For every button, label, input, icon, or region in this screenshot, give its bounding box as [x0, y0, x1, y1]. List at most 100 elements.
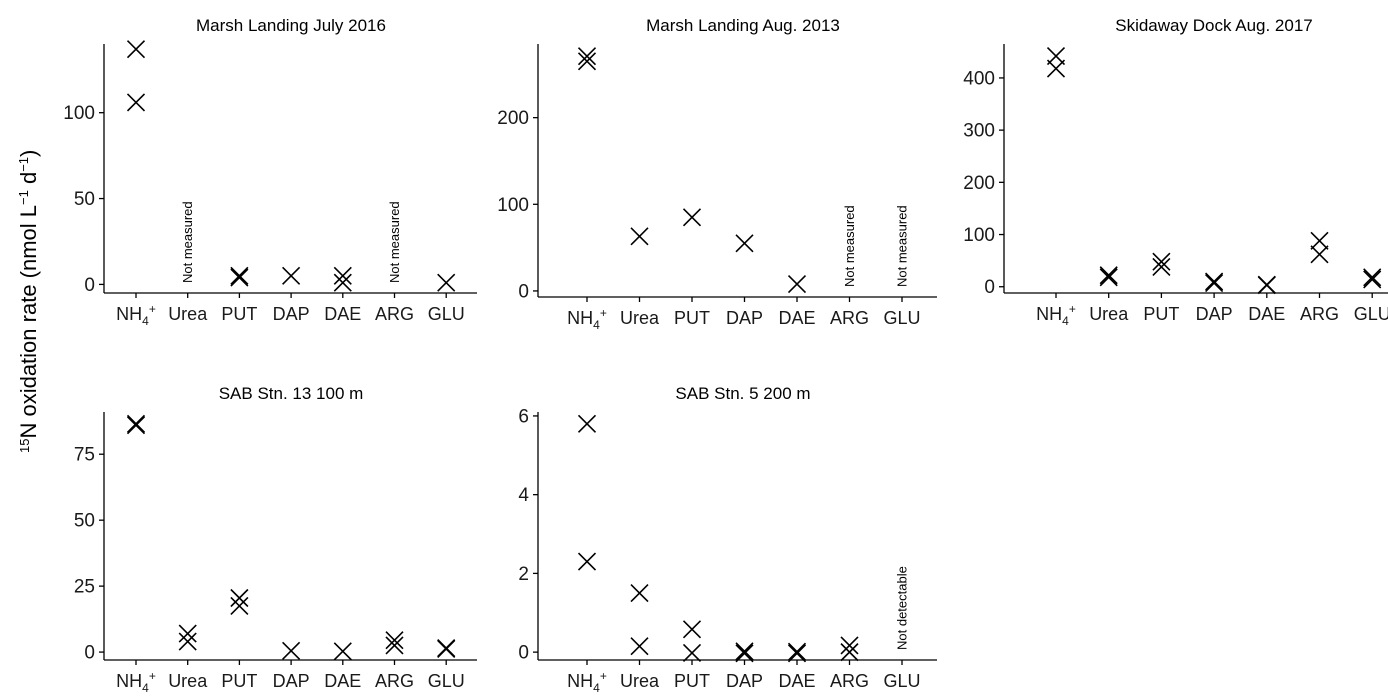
data-point [630, 637, 649, 656]
data-point [735, 234, 754, 253]
x-tick-label: DAP [1196, 304, 1233, 324]
x-tick-label: GLU [428, 671, 465, 691]
panel-2: Marsh Landing Aug. 2013 0 100 200 NH4+ Urea PU… [497, 16, 937, 332]
data-point [178, 624, 197, 643]
data-point [577, 552, 597, 571]
data-point [385, 636, 404, 655]
data-point [1152, 252, 1171, 271]
data-point [126, 40, 146, 59]
data-point [230, 596, 249, 615]
x-tick-label: NH4+ [116, 302, 156, 328]
y-tick-label: 300 [963, 121, 995, 142]
y-tick-label: 100 [497, 195, 529, 216]
panel-title: Marsh Landing July 2016 [196, 16, 386, 35]
data-point [437, 639, 456, 658]
y-tick-label: 4 [518, 485, 529, 506]
panel-title: Marsh Landing Aug. 2013 [646, 16, 840, 35]
x-tick-label: DAE [324, 671, 361, 691]
x-tick-label: PUT [674, 308, 710, 328]
x-tick-label: Urea [168, 304, 208, 324]
data-point [1046, 46, 1066, 66]
x-tick-label: DAP [273, 304, 310, 324]
y-tick-label: 400 [963, 68, 995, 89]
x-tick-label: ARG [375, 304, 414, 324]
data-point [577, 414, 597, 433]
data-point [1099, 266, 1118, 285]
x-tick-label: PUT [221, 304, 257, 324]
y-tick-label: 0 [518, 281, 529, 302]
data-point [178, 632, 197, 651]
y-tick-label: 2 [518, 564, 529, 585]
data-point [682, 643, 702, 662]
x-tick-label: GLU [883, 308, 920, 328]
x-tick-label: NH4+ [1036, 302, 1076, 328]
y-tick-label: 200 [963, 173, 995, 194]
x-tick-label: ARG [375, 671, 414, 691]
data-point [1310, 245, 1329, 264]
data-point [630, 227, 649, 246]
data-point [1310, 231, 1329, 250]
data-point [787, 274, 807, 294]
x-tick-label: Urea [620, 308, 660, 328]
data-point [682, 620, 702, 639]
data-point [1046, 59, 1066, 78]
data-point [1205, 274, 1224, 293]
x-tick-label: DAE [778, 671, 815, 691]
x-tick-label: NH4+ [116, 669, 156, 695]
data-point [1363, 270, 1382, 289]
annotation-label: Not measured [387, 201, 402, 283]
data-point [333, 642, 352, 661]
y-tick-label: 50 [74, 511, 95, 532]
data-point [230, 268, 249, 287]
data-point [126, 93, 146, 112]
y-tick-label: 100 [63, 103, 95, 124]
data-point [437, 273, 456, 292]
x-tick-label: Urea [168, 671, 208, 691]
x-tick-label: DAE [778, 308, 815, 328]
data-point [126, 414, 146, 433]
data-point [787, 644, 807, 663]
data-point [735, 642, 754, 661]
data-point [630, 584, 649, 603]
y-tick-label: 25 [74, 577, 95, 598]
data-point [126, 416, 146, 435]
x-tick-label: DAE [1248, 304, 1285, 324]
x-tick-label: GLU [883, 671, 920, 691]
annotation-label: Not detectable [895, 566, 910, 650]
data-point [282, 266, 301, 285]
data-point [1152, 257, 1171, 276]
y-tick-label: 50 [74, 189, 95, 210]
data-point [282, 641, 301, 660]
panel-title: SAB Stn. 13 100 m [219, 384, 364, 403]
panel-3: Skidaway Dock Aug. 2017 0 100 200 300 400 NH4+… [963, 16, 1388, 328]
y-tick-label: 100 [963, 225, 995, 246]
data-point [1257, 276, 1276, 295]
data-point [1363, 268, 1382, 287]
panel-4: SAB Stn. 13 100 m 0 25 50 75 NH4+ Urea PUT DAP DA… [74, 384, 477, 695]
x-tick-label: PUT [221, 671, 257, 691]
data-point [735, 644, 754, 663]
x-tick-label: DAE [324, 304, 361, 324]
annotation-label: Not measured [180, 201, 195, 283]
data-point [230, 588, 249, 608]
data-point [333, 266, 352, 285]
data-point [787, 642, 807, 661]
x-tick-label: NH4+ [567, 306, 607, 332]
data-point [1205, 272, 1224, 291]
x-tick-label: GLU [1354, 304, 1388, 324]
y-tick-label: 6 [518, 406, 529, 427]
x-tick-label: NH4+ [567, 669, 607, 695]
x-tick-label: DAP [273, 671, 310, 691]
x-tick-label: ARG [830, 308, 869, 328]
data-point [333, 273, 352, 292]
x-tick-label: Urea [620, 671, 660, 691]
data-point [1099, 268, 1118, 287]
panel-title: SAB Stn. 5 200 m [675, 384, 810, 403]
y-tick-label: 0 [84, 643, 95, 664]
y-tick-label: 0 [984, 277, 995, 298]
x-tick-label: DAP [726, 308, 763, 328]
data-point [682, 208, 702, 227]
panel-5: SAB Stn. 5 200 m 0 2 4 6 NH4+ Urea PUT DAP DAE ARG… [518, 384, 937, 695]
panel-1: Marsh Landing July 2016 0 50 100 NH4+ Urea PUT… [63, 16, 477, 328]
x-tick-label: ARG [1300, 304, 1339, 324]
